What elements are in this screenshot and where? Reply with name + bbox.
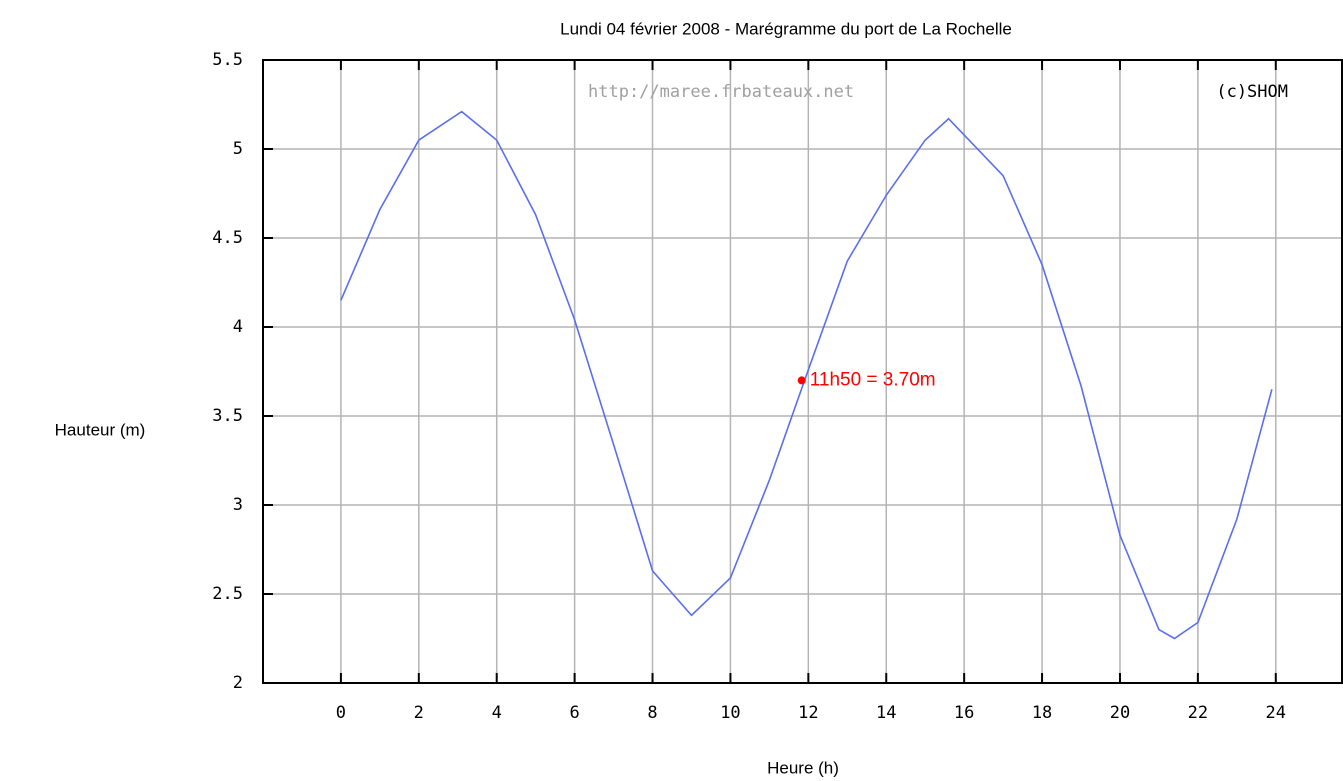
plot-frame: [262, 59, 1343, 684]
y-tick-label: 4.5: [212, 228, 243, 248]
x-tick-label: 14: [876, 703, 896, 723]
x-tick-label: 16: [954, 703, 974, 723]
watermark: http://maree.frbateaux.net: [588, 82, 854, 102]
x-tick-label: 0: [336, 703, 346, 723]
y-tick-label: 5: [233, 139, 243, 159]
y-tick-label: 5.5: [212, 50, 243, 70]
y-tick-label: 3.5: [212, 406, 243, 426]
annotation-label: 11h50 = 3.70m: [810, 369, 936, 390]
y-tick-label: 2: [233, 673, 243, 693]
x-tick-label: 18: [1032, 703, 1052, 723]
x-tick-label: 10: [720, 703, 740, 723]
x-tick-label: 20: [1110, 703, 1130, 723]
x-tick-label: 2: [414, 703, 424, 723]
tide-line: [340, 110, 1273, 640]
y-tick-label: 4: [233, 317, 243, 337]
x-tick-label: 24: [1266, 703, 1286, 723]
x-tick-label: 4: [492, 703, 502, 723]
y-axis-label: Hauteur (m): [55, 420, 146, 439]
annotation-point: [797, 376, 806, 385]
x-tick-label: 8: [647, 703, 657, 723]
x-tick-label: 12: [798, 703, 818, 723]
y-tick-label: 3: [233, 495, 243, 515]
x-axis-label: Heure (h): [767, 758, 839, 777]
y-tick-label: 2.5: [212, 584, 243, 604]
x-tick-label: 22: [1188, 703, 1208, 723]
watermark: (c)SHOM: [1216, 82, 1288, 102]
chart-title: Lundi 04 février 2008 - Marégramme du po…: [560, 19, 1012, 38]
x-tick-label: 6: [569, 703, 579, 723]
